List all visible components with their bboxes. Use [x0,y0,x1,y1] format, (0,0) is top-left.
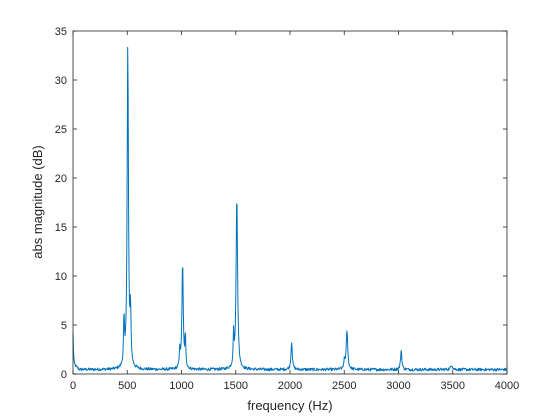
y-tick-label: 25 [55,124,67,136]
ticks-group: 0 500 1000 1500 2000 2500 3000 3500 4000 0 5 10 15 20… [55,26,519,392]
y-tick-label: 35 [55,26,67,38]
x-tick-label: 2000 [278,380,302,392]
x-axis-label: frequency (Hz) [247,398,332,413]
x-tick-label: 1500 [224,380,248,392]
y-tick-label: 30 [55,75,67,87]
y-tick-label: 0 [61,369,67,381]
x-tick-label: 0 [70,380,76,392]
y-tick-label: 10 [55,271,67,283]
x-tick-label: 4000 [495,380,519,392]
x-tick-label: 1000 [169,380,193,392]
y-tick-label: 20 [55,173,67,185]
y-axis-label: abs magnitude (dB) [30,145,45,258]
spectrum-series-line [72,46,508,372]
x-tick-label: 500 [118,380,136,392]
y-tick-label: 15 [55,222,67,234]
x-tick-label: 3500 [441,380,465,392]
plot-area-background [73,31,507,374]
series-group [72,46,508,372]
x-tick-label: 2500 [332,380,356,392]
y-tick-label: 5 [61,320,67,332]
x-tick-label: 3000 [386,380,410,392]
